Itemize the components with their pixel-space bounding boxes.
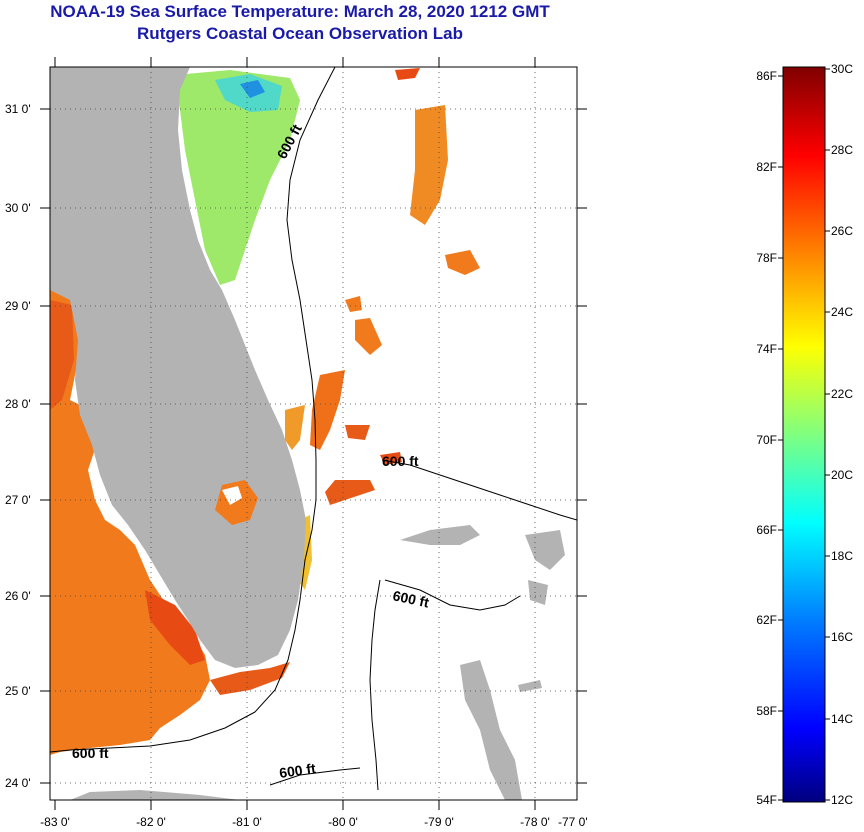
lon-label: -81 0' <box>232 815 262 829</box>
colorbar-c-label: 28C <box>831 143 853 157</box>
map-subtitle: Rutgers Coastal Ocean Observation Lab <box>137 24 463 43</box>
axis-ticks <box>40 57 587 810</box>
bahamas-small-island <box>518 680 542 692</box>
contour-label-southwest: 600 ft <box>72 745 109 761</box>
colorbar-f-label: 62F <box>756 613 777 627</box>
keys-warm-water <box>210 662 290 695</box>
atlantic-patch-4 <box>310 370 345 450</box>
lake-okeechobee-cloud <box>222 486 242 505</box>
lon-label: -82 0' <box>136 815 166 829</box>
bahamas-grand-bahama <box>400 525 480 545</box>
colorbar-c-label: 24C <box>831 305 853 319</box>
lon-label: -78 0' <box>520 815 550 829</box>
colorbar-f-label: 82F <box>756 160 777 174</box>
atlantic-patch-1 <box>410 105 448 225</box>
colorbar-f-label: 74F <box>756 342 777 356</box>
lat-label: 31 0' <box>5 102 31 116</box>
gulf-west-hot-band <box>50 300 74 410</box>
lat-label: 24 0' <box>5 776 31 790</box>
lat-label: 26 0' <box>5 589 31 603</box>
contour-label-bahamas: 600 ft <box>382 453 419 469</box>
atlantic-patch-2 <box>445 250 480 275</box>
graticule <box>50 67 577 800</box>
lon-label: -80 0' <box>328 815 358 829</box>
lon-label: -77 0' <box>558 815 588 829</box>
colorbar-c-label: 20C <box>831 468 853 482</box>
colorbar-f-label: 78F <box>756 251 777 265</box>
colorbar-f-label: 86F <box>756 69 777 83</box>
colorbar-f-label: 58F <box>756 704 777 718</box>
gulf-hot-patch <box>145 590 205 665</box>
bahamas-abaco <box>525 530 565 605</box>
lon-label: -83 0' <box>40 815 70 829</box>
lat-label: 28 0' <box>5 397 31 411</box>
colorbar-f-label: 70F <box>756 433 777 447</box>
colorbar-c-label: 16C <box>831 630 853 644</box>
bathymetry-contours <box>50 67 577 791</box>
colorbar-c-label: 26C <box>831 224 853 238</box>
atlantic-patch-5 <box>285 405 305 450</box>
colorbar-c-label: 30C <box>831 62 853 76</box>
map-frame <box>49 66 578 801</box>
lat-label: 25 0' <box>5 684 31 698</box>
colorbar-f-label: 66F <box>756 523 777 537</box>
contour-label-tongue: 600 ft <box>391 587 430 610</box>
lat-label: 30 0' <box>5 201 31 215</box>
lon-label: -79 0' <box>424 815 454 829</box>
lat-label: 29 0' <box>5 299 31 313</box>
lat-label: 27 0' <box>5 493 31 507</box>
contour-label-south: 600 ft <box>278 760 317 781</box>
colorbar-f-label: 54F <box>756 793 777 807</box>
colorbar-ticks <box>778 68 830 801</box>
colorbar-c-label: 14C <box>831 712 853 726</box>
colorbar-c-label: 12C <box>831 793 853 807</box>
northeast-blue-spot <box>240 80 265 98</box>
cuba-land <box>70 790 240 800</box>
northeast-cool-water <box>175 70 300 285</box>
colorbar <box>782 66 826 803</box>
bahamas-andros <box>460 660 522 800</box>
map-area: 600 ft 600 ft 600 ft 600 ft 600 ft <box>50 67 577 800</box>
map-title: NOAA-19 Sea Surface Temperature: March 2… <box>50 2 550 21</box>
colorbar-c-label: 18C <box>831 549 853 563</box>
colorbar-c-label: 22C <box>831 387 853 401</box>
atlantic-patch-3 <box>345 296 382 355</box>
atlantic-patch-6 <box>325 425 375 505</box>
